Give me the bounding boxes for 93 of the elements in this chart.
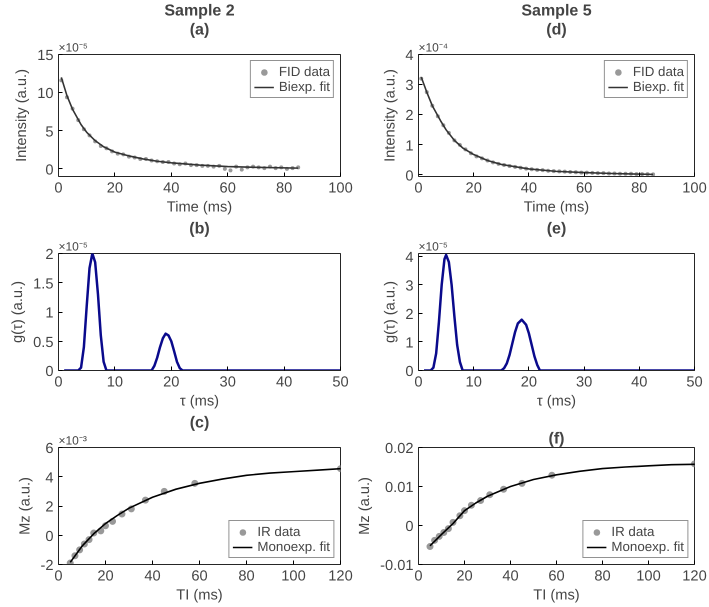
y-axis-title: Intensity (a.u.) xyxy=(382,69,398,162)
y-tick-label: 0 xyxy=(405,364,414,380)
y-tick-label: -2 xyxy=(40,558,54,574)
y-tick-label: 4 xyxy=(405,250,414,266)
y-tick-label: 0 xyxy=(45,364,54,380)
y-tick-label: 3 xyxy=(405,78,414,94)
x-tick-label: 10 xyxy=(466,374,482,390)
chart-title: Sample 2 xyxy=(164,2,235,20)
y-tick-label: 0.02 xyxy=(384,441,414,457)
y-tick-label: 0 xyxy=(45,528,54,545)
chart-title: (e) xyxy=(546,220,566,238)
chart-subtitle: (d) xyxy=(546,22,567,38)
y-tick-label: 3 xyxy=(405,278,414,294)
x-tick-label: 20 xyxy=(456,568,473,584)
x-tick-label: 40 xyxy=(631,374,648,390)
x-axis-title: TI (ms) xyxy=(533,588,580,604)
x-axis-title: τ (ms) xyxy=(536,394,576,410)
x-tick-label: 50 xyxy=(686,374,703,390)
annotation: ×10⁻⁴ xyxy=(418,40,448,54)
y-tick-label: 15 xyxy=(37,48,54,64)
x-tick-label: 60 xyxy=(191,568,208,584)
x-tick-label: 80 xyxy=(238,568,255,584)
y-tick-label: 0 xyxy=(405,519,414,535)
y-tick-label: 5 xyxy=(45,124,54,140)
y-tick-label: 4 xyxy=(45,470,54,486)
x-tick-label: 20 xyxy=(163,374,180,390)
y-tick-label: 10 xyxy=(37,86,54,102)
x-tick-label: 50 xyxy=(332,374,349,390)
x-tick-label: 20 xyxy=(520,374,538,390)
x-tick-label: 40 xyxy=(502,568,519,584)
x-tick-label: 40 xyxy=(276,374,292,390)
y-tick-label: 6 xyxy=(45,441,54,457)
y-axis-title: g(τ) (a.u.) xyxy=(10,281,26,343)
chart-title: (c) xyxy=(190,414,210,432)
y-axis-title: g(τ) (a.u.) xyxy=(382,281,398,343)
legend-label: Monoexp. fit xyxy=(257,539,330,554)
annotation: ×10⁻⁵ xyxy=(58,40,88,54)
y-tick-label: 2 xyxy=(405,306,414,323)
chart-subtitle: (a) xyxy=(190,22,210,38)
y-tick-label: 1 xyxy=(405,138,414,154)
y-axis-title: Mz (a.u.) xyxy=(17,477,34,535)
text: ×10⁻⁵ xyxy=(58,240,88,254)
x-tick-label: 80 xyxy=(631,180,648,196)
x-tick-label: 120 xyxy=(328,568,353,584)
y-tick-label: 2 xyxy=(405,108,414,124)
y-tick-label: 1 xyxy=(405,335,414,352)
legend-label: Biexp. fit xyxy=(278,79,330,94)
x-tick-label: 20 xyxy=(466,180,482,196)
y-tick-label: 0.5 xyxy=(33,334,54,351)
y-tick-label: 2 xyxy=(45,247,54,263)
legend-label: Biexp. fit xyxy=(632,79,684,94)
x-tick-label: 60 xyxy=(576,180,592,196)
y-tick-label: 0 xyxy=(45,162,54,178)
x-axis-title: Time (ms) xyxy=(524,200,590,216)
x-tick-label: 100 xyxy=(328,180,353,196)
y-tick-label: 0.01 xyxy=(384,480,414,496)
x-tick-label: 80 xyxy=(276,180,292,196)
x-tick-label: 30 xyxy=(576,374,592,390)
legend-label: FID data xyxy=(278,64,330,79)
x-tick-label: 60 xyxy=(548,568,565,584)
y-axis-title: Intensity (a.u.) xyxy=(14,69,30,162)
y-tick-label: 2 xyxy=(45,500,54,516)
x-tick-label: 100 xyxy=(281,568,306,584)
legend-label: Monoexp. fit xyxy=(611,539,684,554)
y-tick-label: -0.01 xyxy=(380,558,414,574)
x-tick-label: 40 xyxy=(520,180,538,196)
legend-label: IR data xyxy=(611,524,654,539)
x-tick-label: 100 xyxy=(636,568,661,584)
x-tick-label: 30 xyxy=(220,374,236,390)
x-tick-label: 20 xyxy=(106,180,124,196)
legend-label: FID data xyxy=(632,64,684,79)
y-tick-label: 1.5 xyxy=(33,276,54,292)
x-tick-label: 10 xyxy=(106,374,124,390)
annotation: ×10⁻³ xyxy=(58,434,87,448)
chart-title: (f) xyxy=(548,430,564,448)
legend-label: IR data xyxy=(257,524,300,539)
x-tick-label: 60 xyxy=(220,180,236,196)
x-tick-label: 100 xyxy=(682,180,707,196)
x-axis-title: TI (ms) xyxy=(176,588,223,604)
x-tick-label: 40 xyxy=(144,568,161,584)
x-tick-label: 40 xyxy=(163,180,180,196)
y-tick-label: 0 xyxy=(405,168,414,184)
chart-title: (b) xyxy=(189,220,210,238)
annotation: ×10⁻⁵ xyxy=(418,240,448,254)
x-tick-label: 80 xyxy=(594,568,611,584)
x-tick-label: 120 xyxy=(682,568,707,584)
x-tick-label: 20 xyxy=(97,568,114,584)
y-tick-label: 4 xyxy=(405,48,414,64)
chart-title: Sample 5 xyxy=(521,2,592,20)
x-axis-title: Time (ms) xyxy=(166,200,232,216)
y-tick-label: 1 xyxy=(45,306,54,322)
y-axis-title: Mz (a.u.) xyxy=(357,477,374,535)
x-axis-title: τ (ms) xyxy=(180,394,220,410)
